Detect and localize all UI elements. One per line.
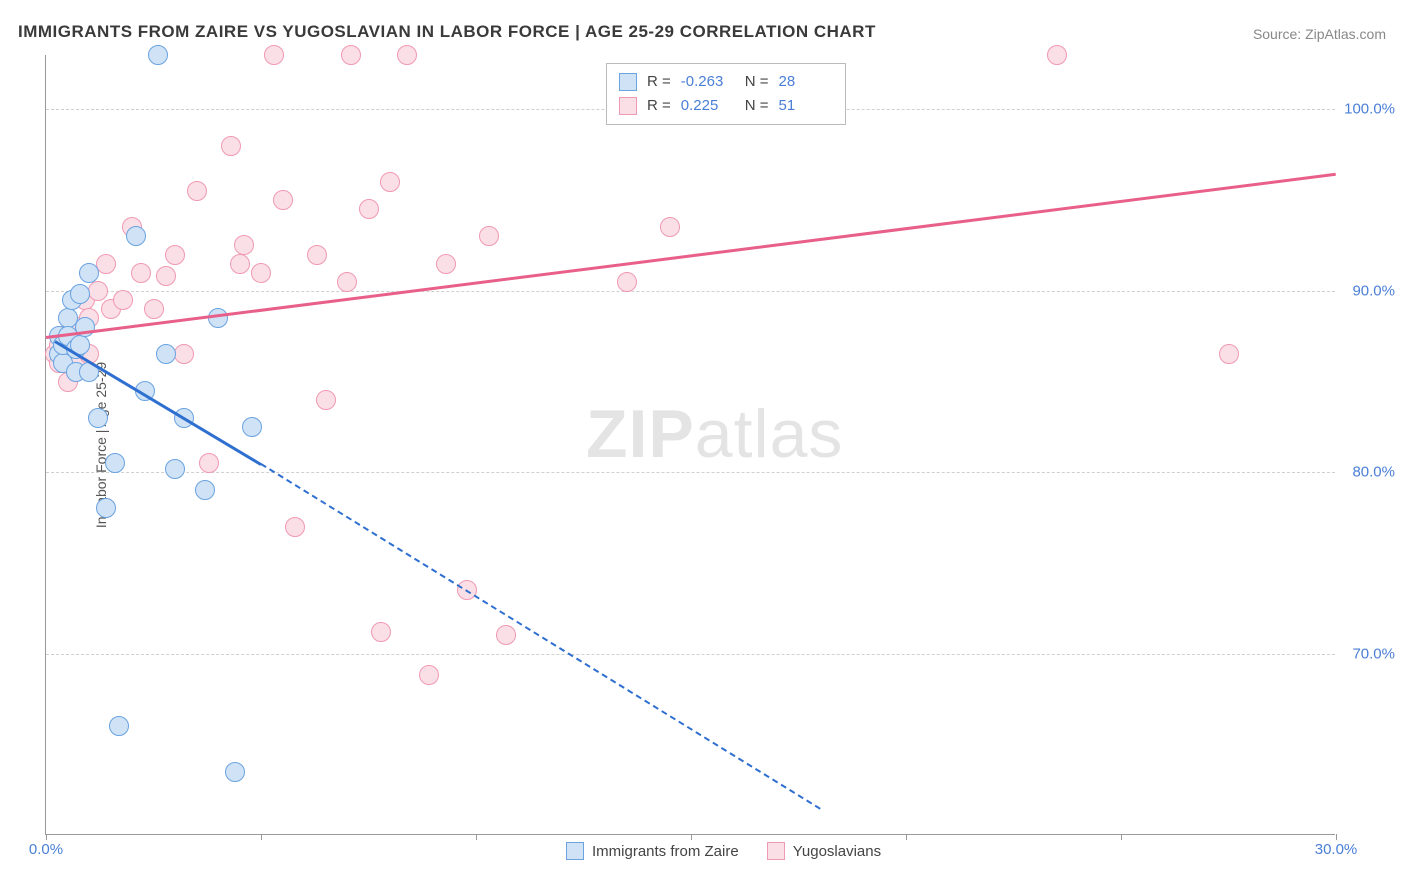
watermark: ZIPatlas: [586, 395, 843, 473]
scatter-point-zaire: [109, 716, 129, 736]
scatter-point-yugoslavians: [337, 272, 357, 292]
scatter-point-zaire: [195, 480, 215, 500]
legend-swatch-zaire: [566, 842, 584, 860]
scatter-point-yugoslavians: [397, 45, 417, 65]
gridline: [46, 472, 1335, 473]
trend-line-zaire-ext: [260, 463, 820, 809]
scatter-point-yugoslavians: [174, 344, 194, 364]
scatter-point-yugoslavians: [436, 254, 456, 274]
legend-stats-row-yugoslavians: R = 0.225 N = 51: [619, 94, 833, 118]
scatter-point-yugoslavians: [187, 181, 207, 201]
x-tick: [1336, 834, 1337, 840]
scatter-point-zaire: [148, 45, 168, 65]
scatter-point-yugoslavians: [199, 453, 219, 473]
scatter-point-yugoslavians: [156, 266, 176, 286]
x-tick: [46, 834, 47, 840]
r-value-zaire: -0.263: [681, 70, 735, 94]
scatter-point-zaire: [96, 498, 116, 518]
scatter-point-zaire: [70, 284, 90, 304]
x-tick-label: 30.0%: [1315, 841, 1358, 858]
x-tick: [906, 834, 907, 840]
r-value-yugoslavians: 0.225: [681, 94, 735, 118]
scatter-point-yugoslavians: [131, 263, 151, 283]
scatter-point-yugoslavians: [371, 622, 391, 642]
scatter-point-yugoslavians: [1047, 45, 1067, 65]
legend-item-zaire: Immigrants from Zaire: [566, 842, 739, 860]
gridline: [46, 654, 1335, 655]
scatter-point-zaire: [165, 459, 185, 479]
r-label: R =: [647, 94, 671, 118]
scatter-point-yugoslavians: [273, 190, 293, 210]
y-tick-label: 80.0%: [1340, 464, 1395, 481]
scatter-point-yugoslavians: [165, 245, 185, 265]
legend-stats-row-zaire: R = -0.263 N = 28: [619, 70, 833, 94]
y-tick-label: 90.0%: [1340, 282, 1395, 299]
y-tick-label: 100.0%: [1340, 101, 1395, 118]
legend-label-zaire: Immigrants from Zaire: [592, 843, 739, 860]
watermark-rest: atlas: [695, 396, 844, 472]
scatter-point-yugoslavians: [144, 299, 164, 319]
scatter-point-yugoslavians: [251, 263, 271, 283]
scatter-point-yugoslavians: [88, 281, 108, 301]
watermark-bold: ZIP: [586, 396, 695, 472]
scatter-point-zaire: [242, 417, 262, 437]
scatter-point-yugoslavians: [380, 172, 400, 192]
legend-label-yugoslavians: Yugoslavians: [793, 843, 881, 860]
scatter-point-yugoslavians: [307, 245, 327, 265]
scatter-point-yugoslavians: [359, 199, 379, 219]
scatter-point-zaire: [225, 762, 245, 782]
legend-swatch-yugoslavians: [619, 97, 637, 115]
scatter-point-yugoslavians: [285, 517, 305, 537]
x-tick: [476, 834, 477, 840]
legend-swatch-zaire: [619, 73, 637, 91]
scatter-point-yugoslavians: [264, 45, 284, 65]
scatter-point-yugoslavians: [617, 272, 637, 292]
scatter-point-zaire: [105, 453, 125, 473]
x-tick: [261, 834, 262, 840]
scatter-point-yugoslavians: [96, 254, 116, 274]
scatter-point-zaire: [126, 226, 146, 246]
y-tick-label: 70.0%: [1340, 645, 1395, 662]
legend-item-yugoslavians: Yugoslavians: [767, 842, 881, 860]
r-label: R =: [647, 70, 671, 94]
x-tick: [691, 834, 692, 840]
scatter-point-zaire: [156, 344, 176, 364]
scatter-point-zaire: [79, 263, 99, 283]
scatter-point-yugoslavians: [479, 226, 499, 246]
legend-stats: R = -0.263 N = 28 R = 0.225 N = 51: [606, 63, 846, 125]
source-text: Source: ZipAtlas.com: [1253, 26, 1386, 42]
chart-plot-area: In Labor Force | Age 25-29 ZIPatlas 70.0…: [45, 55, 1335, 835]
scatter-point-yugoslavians: [419, 665, 439, 685]
n-label: N =: [745, 94, 769, 118]
scatter-point-yugoslavians: [341, 45, 361, 65]
scatter-point-yugoslavians: [496, 625, 516, 645]
scatter-point-yugoslavians: [230, 254, 250, 274]
scatter-point-yugoslavians: [221, 136, 241, 156]
scatter-point-yugoslavians: [660, 217, 680, 237]
n-value-zaire: 28: [779, 70, 833, 94]
x-tick: [1121, 834, 1122, 840]
n-label: N =: [745, 70, 769, 94]
scatter-point-yugoslavians: [1219, 344, 1239, 364]
n-value-yugoslavians: 51: [779, 94, 833, 118]
scatter-point-yugoslavians: [316, 390, 336, 410]
chart-title: IMMIGRANTS FROM ZAIRE VS YUGOSLAVIAN IN …: [18, 22, 876, 42]
scatter-point-yugoslavians: [234, 235, 254, 255]
legend-swatch-yugoslavians: [767, 842, 785, 860]
gridline: [46, 291, 1335, 292]
x-tick-label: 0.0%: [29, 841, 63, 858]
scatter-point-yugoslavians: [113, 290, 133, 310]
legend-series: Immigrants from Zaire Yugoslavians: [566, 842, 881, 860]
scatter-point-zaire: [88, 408, 108, 428]
